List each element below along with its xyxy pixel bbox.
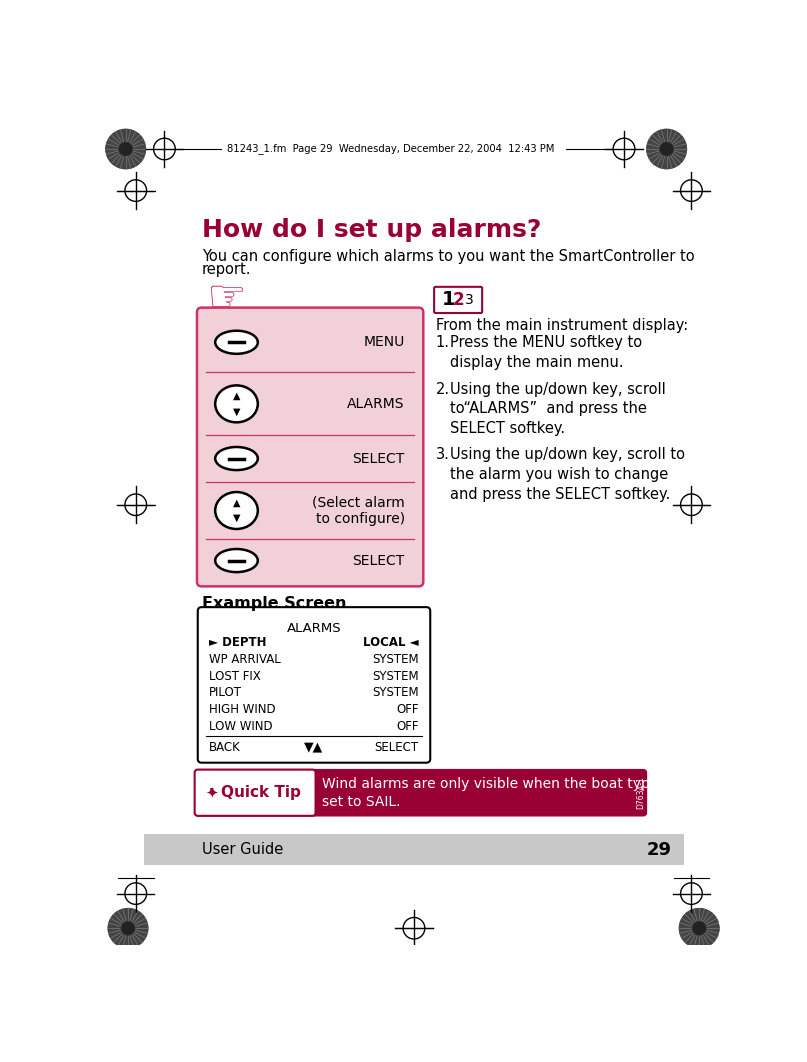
Text: MENU: MENU (363, 336, 404, 349)
Text: SELECT: SELECT (374, 741, 419, 754)
Text: SELECT: SELECT (353, 553, 404, 567)
Circle shape (121, 921, 135, 936)
Text: ☞: ☞ (207, 277, 246, 320)
Text: 1: 1 (442, 290, 455, 309)
Circle shape (692, 921, 706, 936)
Text: LOST FIX: LOST FIX (209, 669, 261, 683)
Text: 29: 29 (647, 841, 672, 859)
Text: ·: · (207, 778, 216, 807)
Text: Quick Tip: Quick Tip (221, 785, 301, 801)
Text: How do I set up alarms?: How do I set up alarms? (202, 219, 541, 242)
Text: ✦: ✦ (205, 785, 218, 801)
Text: SYSTEM: SYSTEM (372, 669, 419, 683)
Text: You can configure which alarms to you want the SmartController to: You can configure which alarms to you wa… (202, 250, 694, 264)
Text: ▼▲: ▼▲ (304, 741, 324, 754)
Ellipse shape (215, 549, 257, 572)
Text: SYSTEM: SYSTEM (372, 652, 419, 666)
Ellipse shape (215, 386, 257, 423)
Text: ▲: ▲ (232, 498, 240, 508)
Text: Using the up/down key, scroll
to“ALARMS”  and press the
SELECT softkey.: Using the up/down key, scroll to“ALARMS”… (449, 381, 666, 436)
Text: LOCAL ◄: LOCAL ◄ (363, 636, 419, 649)
Circle shape (679, 908, 719, 948)
Text: report.: report. (202, 262, 251, 277)
Text: From the main instrument display:: From the main instrument display: (436, 318, 688, 332)
Text: Press the MENU softkey to
display the main menu.: Press the MENU softkey to display the ma… (449, 336, 642, 371)
FancyBboxPatch shape (197, 308, 424, 586)
Text: OFF: OFF (396, 703, 419, 717)
Text: OFF: OFF (396, 720, 419, 734)
Text: Example Screen: Example Screen (202, 596, 346, 611)
Circle shape (119, 142, 132, 156)
Text: ALARMS: ALARMS (286, 621, 341, 635)
Text: ALARMS: ALARMS (347, 397, 404, 411)
FancyBboxPatch shape (198, 607, 430, 763)
FancyBboxPatch shape (194, 770, 646, 816)
Text: WP ARRIVAL: WP ARRIVAL (209, 652, 281, 666)
Text: 2.: 2. (436, 381, 449, 396)
Ellipse shape (215, 492, 257, 529)
Text: Using the up/down key, scroll to
the alarm you wish to change
and press the SELE: Using the up/down key, scroll to the ala… (449, 447, 684, 501)
FancyBboxPatch shape (194, 770, 316, 816)
Circle shape (108, 908, 148, 948)
Text: ► DEPTH: ► DEPTH (209, 636, 267, 649)
FancyBboxPatch shape (434, 287, 482, 313)
Text: ▼: ▼ (232, 513, 240, 524)
Text: 3.: 3. (436, 447, 449, 462)
Circle shape (659, 142, 674, 156)
Ellipse shape (215, 330, 257, 354)
Text: (Select alarm
to configure): (Select alarm to configure) (312, 495, 404, 526)
Text: 81243_1.fm  Page 29  Wednesday, December 22, 2004  12:43 PM: 81243_1.fm Page 29 Wednesday, December 2… (228, 143, 554, 154)
Text: 2: 2 (453, 291, 464, 309)
Text: D7634-1: D7634-1 (636, 776, 645, 809)
Text: PILOT: PILOT (209, 686, 242, 700)
Text: ▼: ▼ (232, 407, 240, 416)
Text: 3: 3 (465, 293, 474, 307)
Text: 1.: 1. (436, 336, 449, 350)
Text: Wind alarms are only visible when the boat type is
set to SAIL.: Wind alarms are only visible when the bo… (322, 776, 674, 809)
Text: SYSTEM: SYSTEM (372, 686, 419, 700)
Text: LOW WIND: LOW WIND (209, 720, 273, 734)
Text: HIGH WIND: HIGH WIND (209, 703, 276, 717)
Ellipse shape (215, 447, 257, 470)
Text: ▲: ▲ (232, 391, 240, 401)
Bar (144, 835, 684, 866)
Text: User Guide: User Guide (202, 842, 283, 857)
Text: SELECT: SELECT (353, 451, 404, 465)
Circle shape (646, 129, 687, 169)
Circle shape (106, 129, 146, 169)
Text: BACK: BACK (209, 741, 241, 754)
